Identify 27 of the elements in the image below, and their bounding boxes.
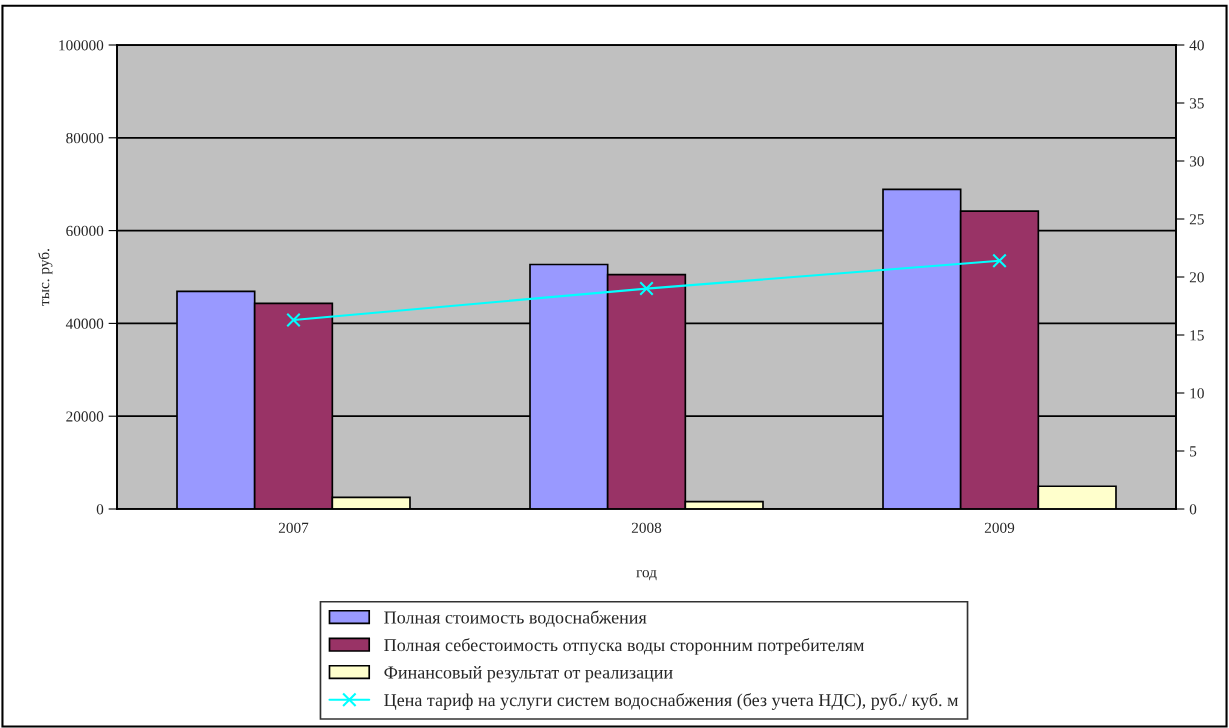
y-tick-label: 20000 bbox=[66, 411, 104, 422]
point bbox=[992, 253, 1007, 269]
x-tick-label: 2009 bbox=[984, 522, 1015, 533]
y-tick-label: 100000 bbox=[59, 40, 104, 51]
y2-tick-label: 10 bbox=[1190, 388, 1204, 399]
legend-label: Цена тариф на услуги систем водоснабжения (без учета НДС), руб./ куб. м bbox=[384, 693, 959, 710]
y2-tick-label: 40 bbox=[1189, 40, 1204, 51]
legend-label: Финансовый результат от реализации bbox=[384, 666, 673, 683]
legend-label: Полная стоимость водоснабжения bbox=[384, 610, 647, 627]
y2-tick-label: 35 bbox=[1189, 98, 1204, 109]
y-tick-label: 80000 bbox=[66, 132, 104, 144]
y2-tick-label: 0 bbox=[1189, 504, 1197, 515]
x-tick-label: 2008 bbox=[631, 522, 662, 533]
point bbox=[639, 281, 654, 296]
y-tick-label: 0 bbox=[96, 504, 104, 515]
y-axis-title: тыс. руб. bbox=[38, 249, 53, 306]
y-tick-label: 40000 bbox=[65, 318, 104, 329]
y2-tick-label: 5 bbox=[1190, 446, 1197, 457]
y2-tick-label: 15 bbox=[1190, 330, 1204, 341]
y-tick-label: 60000 bbox=[66, 225, 104, 237]
point bbox=[286, 312, 301, 328]
y2-tick-label: 20 bbox=[1189, 272, 1204, 283]
y2-tick-label: 25 bbox=[1189, 214, 1204, 225]
x-tick-label: 2007 bbox=[278, 522, 309, 533]
y2-tick-label: 30 bbox=[1189, 156, 1204, 167]
legend-label: Полная себестоимость отпуска воды сторонним потребителям bbox=[384, 638, 865, 655]
x-axis-title: год bbox=[636, 570, 657, 581]
